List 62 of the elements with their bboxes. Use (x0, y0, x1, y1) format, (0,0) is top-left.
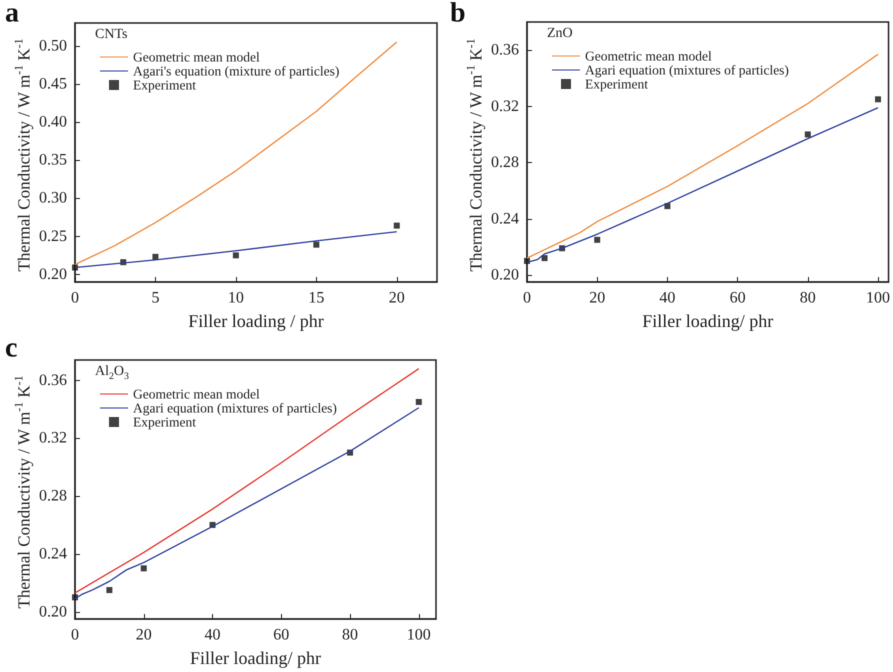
x-axis-title: Filler loading / phr (188, 311, 324, 331)
chart-title: c (5, 332, 18, 364)
y-tick-label: 0.24 (491, 210, 519, 228)
y-tick-label: 0.24 (39, 545, 67, 562)
point (416, 398, 422, 405)
y-tick-label: 0.36 (39, 372, 67, 389)
point (232, 252, 239, 258)
y-tick-label: 0.20 (39, 603, 67, 620)
point (875, 96, 881, 102)
legend-label: Geometric mean model (133, 386, 260, 402)
x-tick-label: 80 (342, 626, 358, 644)
x-tick-label: 5 (151, 290, 160, 306)
x-tick-label: 60 (730, 290, 746, 306)
point (594, 236, 600, 243)
point (313, 242, 320, 248)
x-tick-label: 60 (273, 626, 290, 644)
legend-title: ZnO (547, 26, 573, 42)
x-axis-title: Filler loading/ phr (642, 311, 774, 331)
x-tick-label: 20 (388, 290, 405, 306)
x-tick-label: 0 (71, 626, 79, 644)
legend-label: Geometric mean model (585, 48, 712, 64)
y-tick-label: 0.45 (39, 75, 67, 92)
x-tick-label: 40 (204, 626, 221, 644)
legend-label: Agari's equation (mixture of particles) (133, 64, 340, 78)
x-axis-title: Filler loading/ phr (190, 648, 321, 668)
legend-label: Agari equation (mixtures of particles) (133, 400, 337, 416)
point (106, 587, 112, 594)
x-tick-label: 100 (406, 626, 431, 644)
legend-label: Experiment (133, 414, 196, 430)
x-tick-label: 0 (71, 290, 79, 306)
y-tick-label: 0.50 (39, 37, 67, 54)
legend-title: Al$_{2}$O$_{3}$ (95, 364, 129, 382)
chart-title: b (450, 0, 466, 28)
y-tick-label: 0.25 (39, 228, 67, 245)
legend-title: CNTs (95, 27, 128, 43)
y-tick-label: 0.28 (491, 154, 519, 172)
x-tick-label: 100 (866, 290, 890, 306)
point (542, 255, 548, 262)
legend-label: Geometric mean model (133, 50, 260, 64)
y-tick-label: 0.36 (491, 42, 519, 59)
x-tick-label: 0 (523, 290, 531, 306)
x-tick-label: 20 (136, 626, 152, 644)
y-tick-label: 0.28 (39, 488, 67, 505)
y-tick-label: 0.35 (39, 152, 67, 169)
x-tick-label: 20 (589, 290, 606, 306)
point (804, 131, 811, 138)
y-tick-label: 0.20 (39, 266, 67, 283)
y-tick-label: 0.32 (491, 98, 519, 115)
x-tick-label: 10 (228, 290, 244, 306)
legend-label: Experiment (133, 78, 196, 92)
point (394, 222, 400, 229)
y-tick-label: 0.40 (39, 114, 67, 131)
y-tick-label: 0.20 (491, 266, 519, 284)
x-tick-label: 80 (800, 290, 816, 306)
y-tick-label: 0.30 (39, 190, 67, 207)
legend-label: Experiment (585, 76, 648, 92)
point (140, 565, 147, 572)
x-tick-label: 40 (659, 290, 676, 306)
x-tick-label: 15 (308, 290, 324, 306)
chart-title: a (5, 0, 19, 28)
legend-label: Agari equation (mixtures of particles) (585, 62, 789, 78)
y-tick-label: 0.32 (39, 430, 67, 447)
